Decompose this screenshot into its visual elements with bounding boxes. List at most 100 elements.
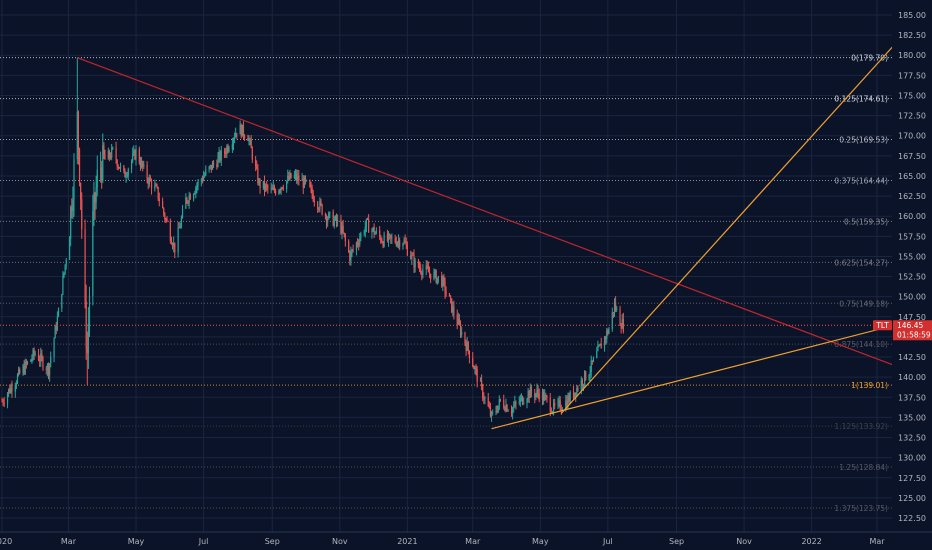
candle-body [442,277,444,287]
candle-body [558,400,560,402]
candle-body [8,388,10,394]
candle-body [512,408,514,414]
candle-body [301,179,303,181]
candle-body [140,161,143,167]
trend-line-steep-support[interactable] [560,14,922,414]
candle-body [273,187,276,191]
candle-body [379,230,381,237]
fibonacci-levels[interactable]: 0(179.70) 0.125(174.61) 0.25(169.53) 0.375(… [0,54,892,513]
candle-body [130,160,133,170]
candle-body [402,243,404,247]
candle-body [170,240,173,245]
trend-line-lower-support[interactable] [491,317,922,430]
candle-body [6,393,9,404]
candle-body [201,179,204,181]
candle-body [504,407,506,411]
candle-body [197,181,199,186]
candle-body [15,382,17,386]
candle-body [332,212,334,226]
candle-body [280,187,282,191]
candle-body [437,276,439,278]
candle-body [320,200,322,205]
candle-body [99,167,102,170]
candle-body [538,393,540,400]
price-tick-label: 142.50 [898,353,926,362]
candle-body [569,391,571,402]
candles [1,57,624,422]
candle-body [169,221,171,241]
candle-body [88,295,91,325]
candle-body [262,180,264,188]
price-axis[interactable]: 185.00 182.50 180.00 177.50 175.00 172.50 170.… [892,0,932,532]
candle-body [387,234,390,241]
candle-body [465,343,467,351]
candle-body [72,200,74,211]
candle-body [534,393,536,398]
candle-body [530,387,533,394]
time-axis[interactable]: 2020 Mar May Jul Sep Nov 2021 Mar May Jul Sep Nov 20… [0,531,932,550]
candle-body [304,177,307,181]
candle-body [49,363,51,376]
candle-body [240,124,242,137]
candle-body [64,264,66,273]
price-tick-label: 175.00 [898,91,926,100]
candle-body [41,353,43,358]
last-price-label[interactable]: TLT 146.45 01:58:59 [0,320,932,341]
candle-body [492,411,494,413]
candle-body [325,215,328,223]
candle-body [560,409,562,411]
candle-body [496,411,498,413]
price-tick-label: 180.00 [898,51,926,60]
candle-body [155,185,157,187]
candle-body [596,351,598,358]
candle-body [23,366,25,374]
candle-body [165,219,167,220]
candle-body [10,386,12,393]
price-tick-label: 150.00 [898,293,926,302]
candle-body [134,150,136,160]
candle-body [616,308,618,310]
candle-body [528,391,530,398]
candle-body [40,353,42,362]
time-tick-label: 2021 [397,537,417,546]
candle-body [294,173,297,175]
candle-body [257,168,259,184]
time-tick-label: Mar [465,537,481,546]
candle-body [435,270,437,283]
candle-body [487,397,489,407]
candle-body [410,255,412,259]
candle-body [575,392,577,396]
trend-line-descending[interactable] [77,57,922,377]
candle-body [483,397,485,400]
candle-body [360,233,362,239]
candle-body [313,201,315,203]
candle-body [94,193,96,203]
candle-body [476,369,478,382]
candle-body [204,174,206,177]
candle-body [489,407,492,416]
candle-body [132,153,134,161]
candle-body [235,133,237,138]
candle-body [118,167,121,169]
candle-body [101,167,103,181]
candle-body [311,188,313,195]
candle-body [267,186,269,189]
candle-body [391,238,393,239]
candle-body [549,398,551,412]
trend-lines[interactable] [77,14,922,430]
price-tick-label: 125.00 [898,494,926,503]
candle-body [225,152,227,155]
candle-body [583,371,586,385]
candle-body [26,361,29,364]
candle-body [395,242,397,246]
candle-body [381,241,383,243]
candle-body [552,403,555,412]
time-axis-background [0,532,932,550]
candle-body [355,242,358,250]
candle-body [430,273,432,280]
candle-body [529,387,531,398]
candle-body [380,236,382,242]
candle-body [436,277,438,283]
symbol-tag-bg [873,320,892,331]
